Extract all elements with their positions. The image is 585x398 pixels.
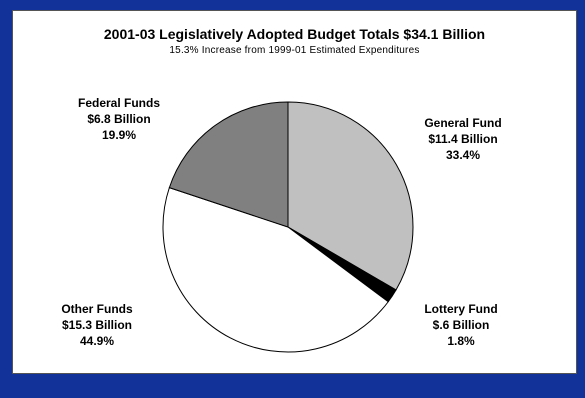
federal-funds-name: Federal Funds <box>77 96 160 110</box>
slice-general-fund <box>287 101 414 291</box>
general-fund-percent: 33.4% <box>445 148 481 162</box>
chart-frame: 2001-03 Legislatively Adopted Budget Tot… <box>12 10 577 374</box>
general-fund-name: General Fund <box>424 116 502 130</box>
label-other-funds: Other Funds $15.3 Billion 44.9% <box>47 301 147 349</box>
slice-other-funds <box>162 186 389 353</box>
label-federal-funds: Federal Funds $6.8 Billion 19.9% <box>69 95 169 143</box>
lottery-fund-percent: 1.8% <box>447 334 475 348</box>
pie-chart <box>162 101 414 353</box>
slice-federal-funds <box>168 101 289 228</box>
lottery-fund-name: Lottery Fund <box>424 302 498 316</box>
federal-funds-percent: 19.9% <box>101 128 137 142</box>
federal-funds-amount: $6.8 Billion <box>87 112 151 126</box>
label-lottery-fund: Lottery Fund $.6 Billion 1.8% <box>411 301 511 349</box>
chart-title: 2001-03 Legislatively Adopted Budget Tot… <box>103 26 486 42</box>
general-fund-amount: $11.4 Billion <box>428 132 498 146</box>
label-general-fund: General Fund $11.4 Billion 33.4% <box>413 115 513 163</box>
chart-subtitle: 15.3% Increase from 1999-01 Estimated Ex… <box>169 45 420 56</box>
other-funds-amount: $15.3 Billion <box>61 318 133 332</box>
other-funds-name: Other Funds <box>61 302 133 316</box>
lottery-fund-amount: $.6 Billion <box>432 318 490 332</box>
other-funds-percent: 44.9% <box>79 334 115 348</box>
